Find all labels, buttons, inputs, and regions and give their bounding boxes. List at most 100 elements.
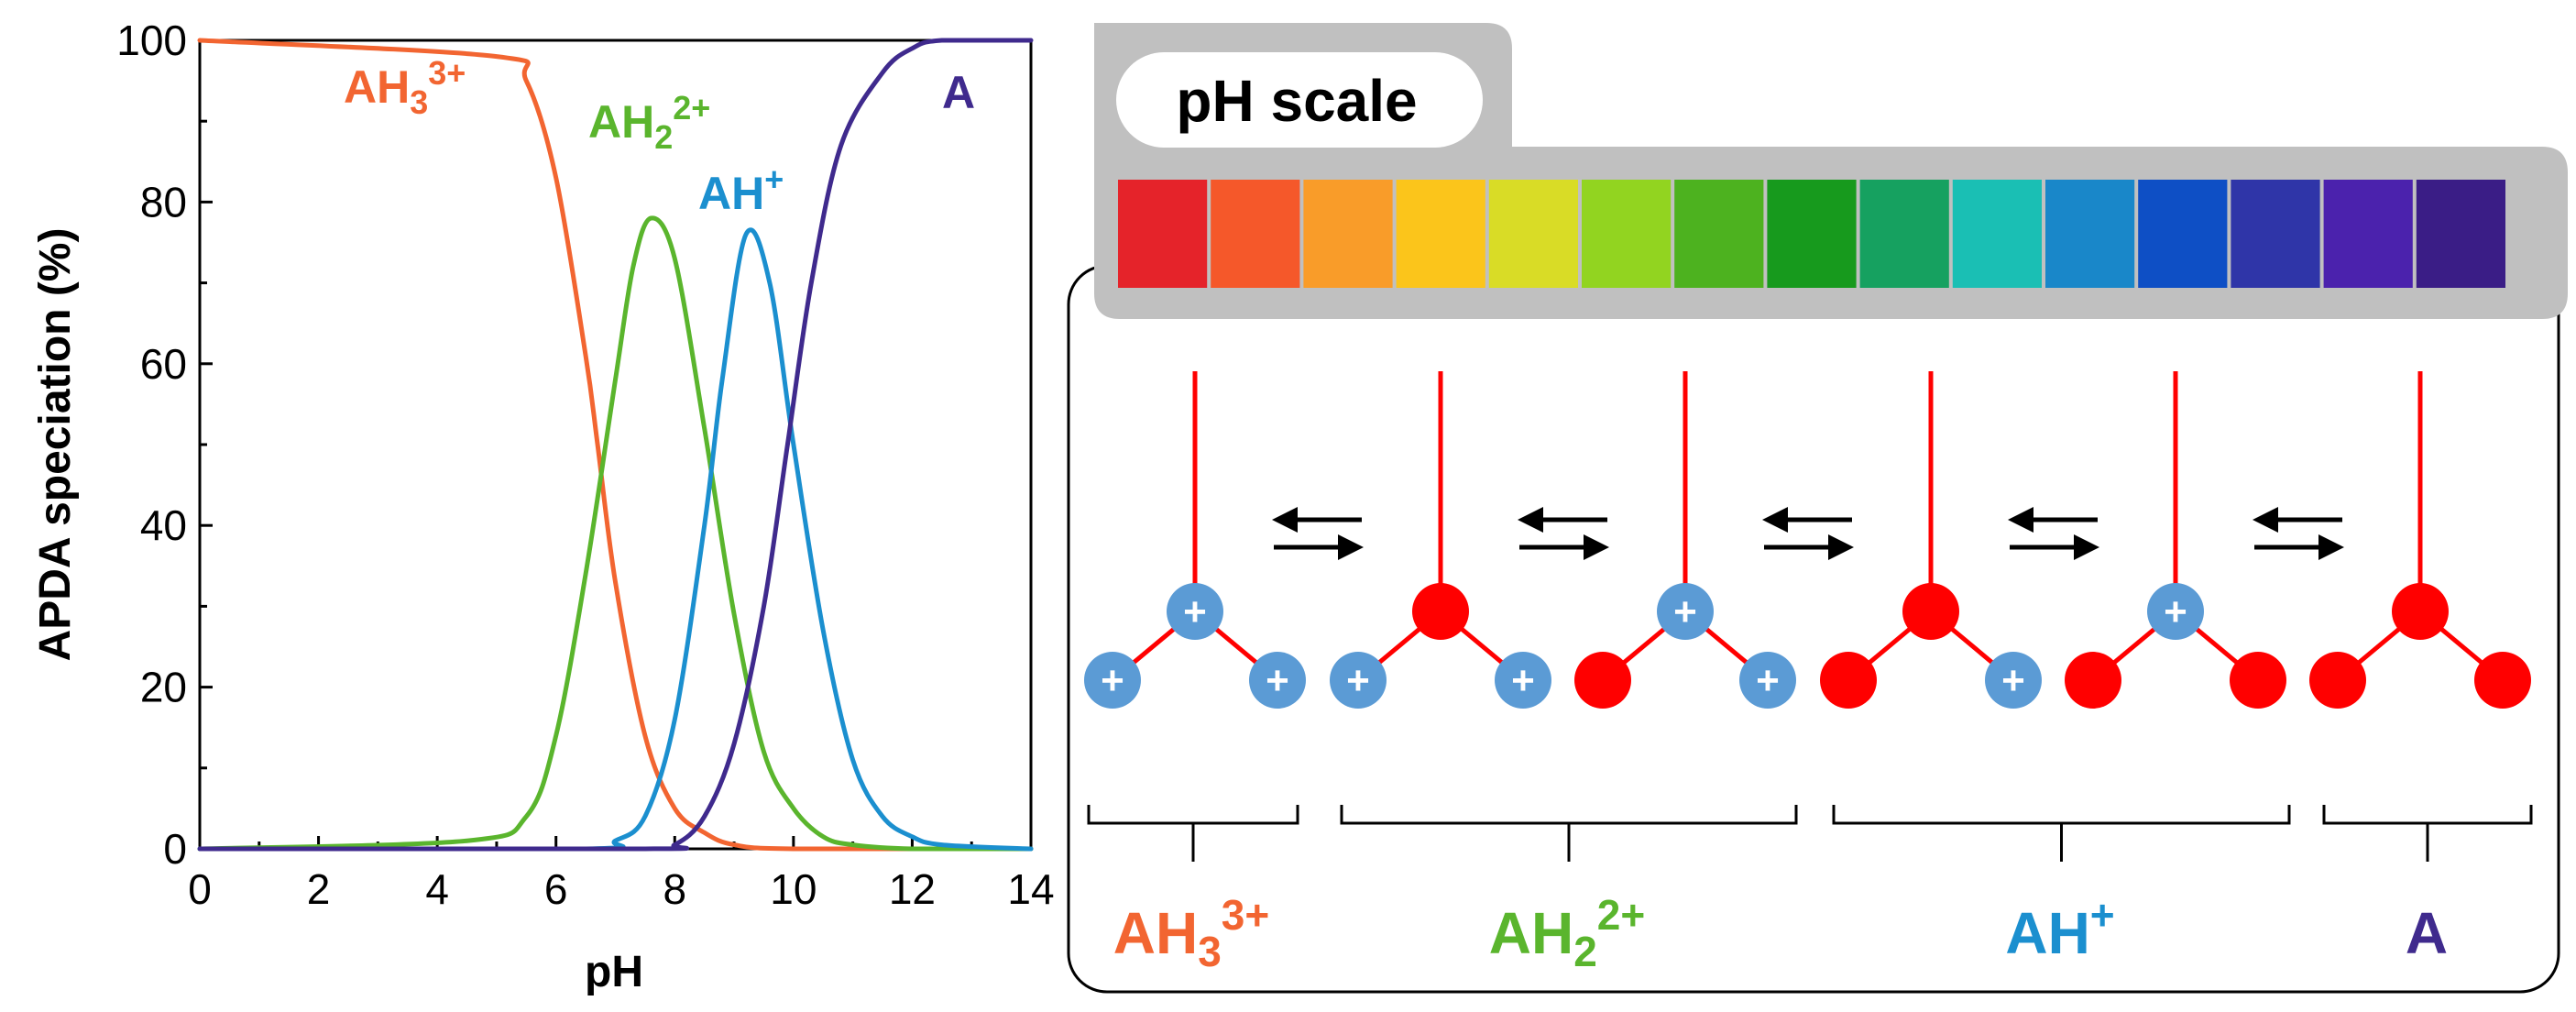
group-label-ah-sup: + bbox=[2090, 891, 2115, 939]
arrow-forward-head bbox=[1828, 534, 1854, 560]
arrow-reverse-head bbox=[2008, 507, 2033, 533]
arrow-reverse-head bbox=[1272, 507, 1298, 533]
species-panel: pH scale ++ + + +++ ++ AH33+ AH22+ AH+ A bbox=[1067, 23, 2568, 994]
ph-swatch-4 bbox=[1488, 180, 1578, 288]
x-tick-label: 10 bbox=[770, 865, 817, 913]
ph-swatch-8 bbox=[1859, 180, 1949, 288]
amine-charged-right bbox=[1985, 652, 2042, 709]
plus-sign: + bbox=[1673, 589, 1697, 634]
group-label-ah2: AH22+ bbox=[1489, 891, 1645, 975]
arrow-forward-head bbox=[1584, 534, 1609, 560]
ph-scale-swatches bbox=[1118, 180, 2505, 288]
series-label-ah: AH+ bbox=[698, 160, 784, 219]
equilibrium-arrow-1 bbox=[1518, 507, 1609, 560]
series-label-a: A bbox=[942, 67, 975, 118]
amine-charged-top bbox=[2147, 583, 2204, 640]
series-label-ah2-sup: 2+ bbox=[673, 89, 710, 126]
amine-charged-top bbox=[1167, 583, 1223, 640]
series-label-ah3-base: AH bbox=[344, 61, 410, 113]
bracket-2 bbox=[1832, 805, 2291, 862]
amine-charged-left bbox=[1084, 652, 1141, 709]
plus-sign: + bbox=[1266, 658, 1289, 703]
bracket-3 bbox=[2322, 805, 2533, 862]
arrow-reverse-head bbox=[1518, 507, 1543, 533]
x-tick-label: 8 bbox=[663, 865, 686, 913]
series-line-3 bbox=[197, 38, 1034, 852]
ph-swatch-6 bbox=[1674, 180, 1764, 288]
ph-scale-title: pH scale bbox=[1176, 68, 1417, 134]
x-tick-label: 6 bbox=[544, 865, 568, 913]
series-label-ah-base: AH bbox=[698, 168, 764, 219]
x-tick-label: 0 bbox=[188, 865, 212, 913]
series-label-ah2: AH22+ bbox=[588, 89, 710, 156]
molecule-3: + bbox=[1820, 371, 2042, 709]
group-label-ah3-base: AH bbox=[1113, 900, 1198, 966]
series-curves bbox=[197, 38, 1034, 852]
group-label-ah3-sub: 3 bbox=[1198, 928, 1222, 975]
amine-charged-right bbox=[1739, 652, 1796, 709]
x-tick-label: 12 bbox=[889, 865, 936, 913]
amine-neutral-top bbox=[1902, 583, 1959, 640]
plot-frame bbox=[198, 38, 1033, 851]
equilibrium-arrow-3 bbox=[2008, 507, 2099, 560]
bracket-1 bbox=[1340, 805, 1798, 862]
amine-charged-top bbox=[1657, 583, 1714, 640]
ph-swatch-12 bbox=[2231, 180, 2320, 288]
amine-neutral-left bbox=[1574, 652, 1631, 709]
amine-neutral-left bbox=[1820, 652, 1877, 709]
ph-swatch-14 bbox=[2416, 180, 2505, 288]
group-label-ah-base: AH bbox=[2005, 900, 2089, 966]
speciation-chart: 0 20 40 60 80 100 0 2 4 6 8 10 12 14 pH APDA speciat… bbox=[31, 16, 1055, 996]
ph-swatch-2 bbox=[1303, 180, 1393, 288]
x-tick-label: 2 bbox=[307, 865, 331, 913]
amine-charged-left bbox=[1330, 652, 1387, 709]
series-label-ah3: AH33+ bbox=[344, 54, 466, 121]
group-label-ah2-base: AH bbox=[1489, 900, 1573, 966]
group-label-ah3: AH33+ bbox=[1113, 891, 1269, 975]
group-label-ah3-sup: 3+ bbox=[1222, 891, 1269, 939]
ph-swatch-13 bbox=[2323, 180, 2413, 288]
equilibrium-arrows bbox=[1272, 507, 2344, 560]
group-label-ah2-sup: 2+ bbox=[1597, 891, 1645, 939]
arrow-forward-head bbox=[1338, 534, 1364, 560]
amine-neutral-right bbox=[2474, 652, 2531, 709]
arrow-forward-head bbox=[2318, 534, 2344, 560]
plus-sign: + bbox=[1511, 658, 1535, 703]
group-label-a: A bbox=[2406, 900, 2448, 966]
y-tick-label: 40 bbox=[140, 501, 187, 549]
molecule-2: ++ bbox=[1574, 371, 1796, 709]
ph-swatch-5 bbox=[1582, 180, 1672, 288]
amine-neutral-top bbox=[1412, 583, 1469, 640]
species-brackets bbox=[1087, 805, 2533, 862]
series-label-ah3-sub: 3 bbox=[410, 83, 428, 121]
plus-sign: + bbox=[1756, 658, 1780, 703]
plus-sign: + bbox=[1346, 658, 1370, 703]
y-tick-label: 80 bbox=[140, 178, 187, 226]
y-tick-label: 20 bbox=[140, 664, 187, 711]
arrow-reverse-head bbox=[1762, 507, 1788, 533]
equilibrium-arrow-4 bbox=[2253, 507, 2344, 560]
amine-neutral-left bbox=[2309, 652, 2366, 709]
x-tick-label: 4 bbox=[425, 865, 449, 913]
molecule-4: + bbox=[2065, 371, 2286, 709]
amine-neutral-top bbox=[2392, 583, 2449, 640]
y-tick-label: 60 bbox=[140, 340, 187, 388]
plus-sign: + bbox=[1101, 658, 1124, 703]
x-tick-label: 14 bbox=[1007, 865, 1054, 913]
series-line-2 bbox=[197, 227, 1034, 852]
equilibrium-arrow-0 bbox=[1272, 507, 1364, 560]
ph-swatch-11 bbox=[2138, 180, 2228, 288]
ph-scale: pH scale bbox=[1094, 23, 2568, 319]
plus-sign: + bbox=[1183, 589, 1207, 634]
y-axis-ticks: 0 20 40 60 80 100 bbox=[116, 16, 213, 873]
y-axis-title: APDA speciation (%) bbox=[31, 228, 80, 662]
y-tick-label: 100 bbox=[116, 16, 187, 64]
molecule-0: + + + bbox=[1084, 371, 1306, 709]
series-label-ah-sup: + bbox=[764, 160, 784, 198]
ph-swatch-10 bbox=[2045, 180, 2135, 288]
species-molecules: ++ + + +++ ++ bbox=[1084, 371, 2531, 709]
y-tick-label: 0 bbox=[163, 825, 187, 873]
ph-swatch-9 bbox=[1952, 180, 2042, 288]
series-line-0 bbox=[197, 38, 1034, 852]
series-label-ah2-sub: 2 bbox=[654, 118, 673, 156]
